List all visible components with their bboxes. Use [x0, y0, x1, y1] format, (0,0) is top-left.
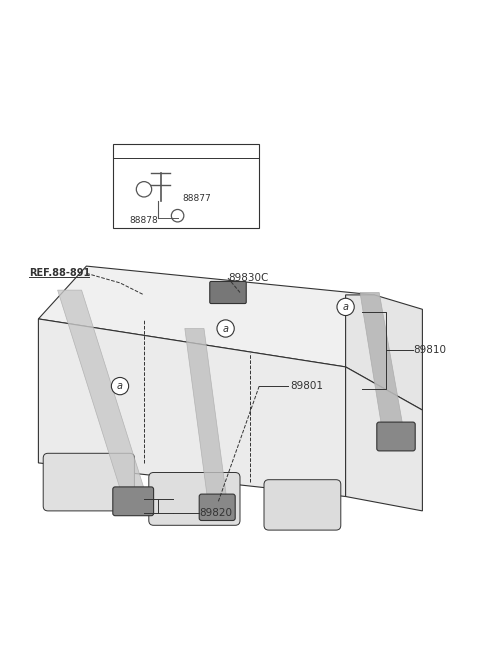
- Polygon shape: [58, 290, 149, 504]
- Text: a: a: [223, 323, 228, 334]
- Text: 89801: 89801: [290, 381, 324, 391]
- Circle shape: [337, 298, 354, 315]
- Polygon shape: [346, 295, 422, 410]
- Polygon shape: [346, 367, 422, 511]
- Text: 89810: 89810: [413, 345, 446, 355]
- Text: a: a: [122, 147, 128, 156]
- Text: REF.88-891: REF.88-891: [29, 268, 90, 279]
- Circle shape: [111, 378, 129, 395]
- FancyBboxPatch shape: [113, 144, 259, 228]
- Text: 89830C: 89830C: [228, 273, 268, 283]
- Text: 88878: 88878: [130, 215, 158, 225]
- Text: 89820: 89820: [199, 509, 232, 518]
- Text: 88877: 88877: [182, 194, 211, 203]
- FancyBboxPatch shape: [199, 494, 235, 520]
- Polygon shape: [185, 328, 228, 509]
- Text: a: a: [117, 381, 123, 391]
- FancyBboxPatch shape: [264, 480, 341, 530]
- Polygon shape: [360, 292, 406, 442]
- Polygon shape: [38, 266, 374, 367]
- FancyBboxPatch shape: [113, 487, 154, 516]
- FancyBboxPatch shape: [43, 453, 134, 511]
- Text: a: a: [343, 302, 348, 312]
- Polygon shape: [38, 319, 346, 497]
- FancyBboxPatch shape: [149, 472, 240, 526]
- FancyBboxPatch shape: [210, 281, 246, 304]
- Circle shape: [217, 320, 234, 337]
- Circle shape: [119, 145, 131, 157]
- FancyBboxPatch shape: [377, 422, 415, 451]
